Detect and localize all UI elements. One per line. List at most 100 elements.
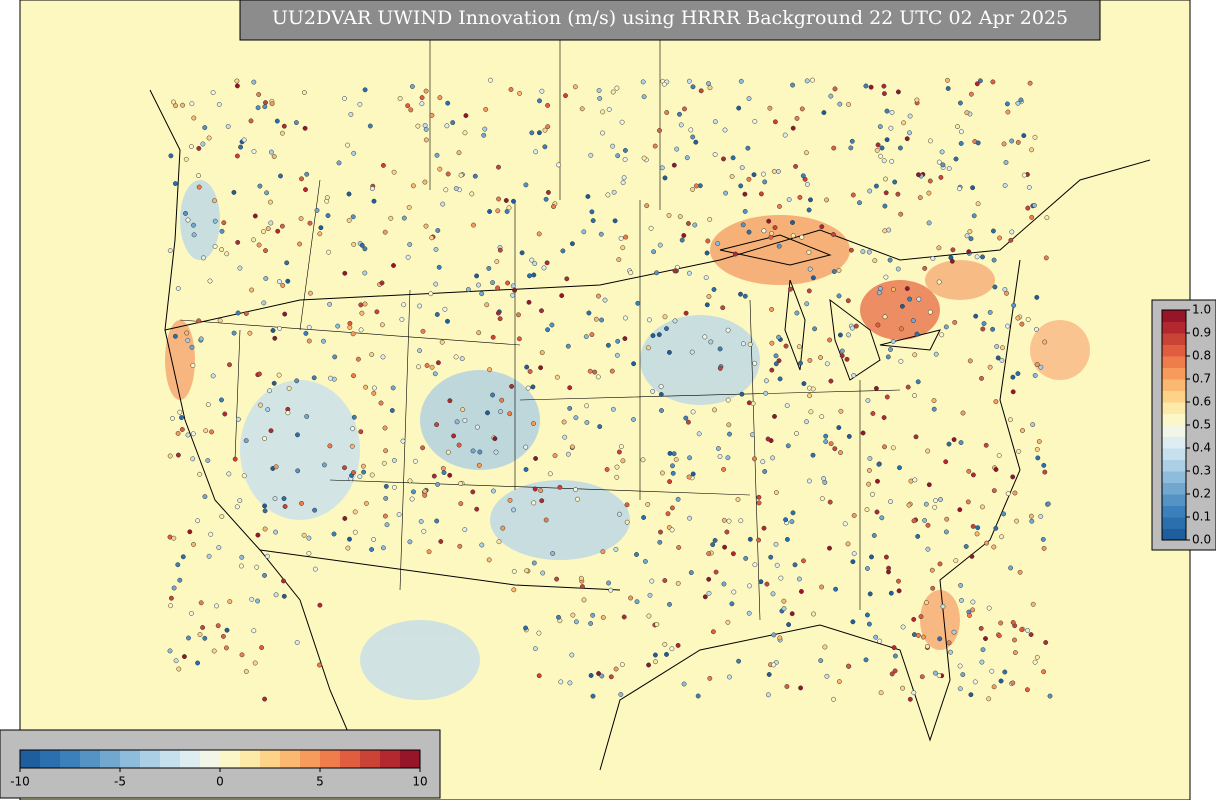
observation-dot [234, 153, 240, 159]
observation-dot [554, 576, 560, 582]
observation-dot [783, 343, 789, 349]
observation-dot [767, 105, 773, 111]
observation-dot [524, 364, 530, 370]
observation-dot [661, 81, 667, 87]
colorbar-swatch [140, 750, 161, 768]
observation-dot [276, 279, 282, 285]
observation-dot [863, 83, 869, 89]
observation-dot [350, 331, 356, 337]
observation-dot [868, 84, 874, 90]
observation-dot [556, 614, 561, 620]
observation-dot [198, 600, 204, 606]
observation-dot [1012, 490, 1018, 496]
observation-dot [758, 579, 764, 585]
observation-dot [926, 220, 932, 226]
observation-dot [864, 612, 870, 618]
observation-dot [939, 149, 945, 155]
observation-dot [770, 455, 776, 461]
observation-dot [875, 478, 880, 484]
observation-dot [331, 376, 337, 382]
observation-dot [423, 223, 429, 229]
observation-dot [1004, 290, 1009, 296]
observation-dot [824, 197, 830, 203]
observation-dot [436, 264, 442, 270]
observation-dot [876, 461, 882, 467]
observation-dot [590, 693, 596, 699]
observation-dot [595, 374, 601, 380]
observation-dot [1008, 237, 1014, 243]
observation-dot [304, 414, 310, 419]
observation-dot [846, 433, 852, 439]
observation-dot [249, 287, 255, 293]
observation-dot [896, 588, 902, 594]
observation-dot [358, 327, 364, 333]
observation-dot [210, 90, 216, 96]
observation-dot [508, 87, 514, 92]
observation-dot [946, 166, 952, 171]
observation-dot [980, 326, 986, 332]
observation-dot [460, 407, 466, 413]
observation-dot [870, 491, 875, 497]
observation-dot [265, 226, 271, 232]
observation-dot [367, 123, 373, 129]
observation-dot [884, 108, 890, 114]
observation-dot [358, 302, 364, 308]
observation-dot [964, 110, 970, 116]
observation-dot [810, 452, 816, 458]
observation-dot [730, 551, 736, 557]
observation-dot [206, 553, 212, 559]
colorbar2-swatch [1162, 413, 1186, 426]
observation-dot [967, 358, 973, 364]
observation-dot [926, 482, 932, 488]
observation-dot [531, 560, 537, 566]
observation-dot [898, 358, 904, 364]
observation-dot [662, 314, 668, 320]
observation-dot [180, 554, 186, 560]
observation-dot [923, 501, 929, 507]
observation-dot [670, 470, 676, 476]
observation-dot [945, 86, 951, 91]
observation-dot [804, 301, 810, 307]
observation-dot [196, 184, 202, 190]
observation-dot [828, 441, 834, 447]
observation-dot [434, 312, 440, 317]
colorbar2-swatch [1162, 390, 1186, 403]
observation-dot [390, 385, 396, 391]
observation-dot [821, 476, 827, 481]
observation-dot [726, 422, 732, 428]
observation-dot [713, 569, 719, 575]
observation-dot [653, 659, 658, 665]
observation-dot [971, 213, 977, 219]
observation-dot [321, 462, 327, 468]
observation-dot [1010, 680, 1016, 686]
observation-dot [492, 436, 498, 442]
observation-dot [722, 127, 728, 133]
observation-dot [991, 257, 997, 263]
observation-dot [945, 77, 950, 83]
observation-dot [775, 168, 781, 174]
observation-dot [769, 367, 775, 373]
observation-dot [916, 296, 922, 302]
observation-dot [479, 542, 485, 548]
observation-dot [901, 120, 907, 126]
observation-dot [554, 374, 560, 380]
observation-dot [658, 529, 663, 535]
observation-dot [1024, 687, 1030, 693]
observation-dot [890, 338, 896, 344]
observation-dot [762, 179, 768, 185]
observation-dot [689, 349, 695, 355]
observation-dot [558, 679, 564, 685]
observation-dot [357, 474, 363, 480]
observation-dot [944, 516, 950, 522]
observation-dot [306, 550, 312, 556]
observation-dot [933, 498, 939, 503]
observation-dot [873, 634, 879, 640]
observation-dot [189, 101, 195, 107]
observation-dot [503, 198, 509, 203]
observation-dot [785, 443, 791, 449]
observation-dot [523, 444, 529, 450]
observation-dot [937, 636, 943, 642]
colorbar-swatch [160, 750, 181, 768]
observation-dot [970, 523, 976, 529]
